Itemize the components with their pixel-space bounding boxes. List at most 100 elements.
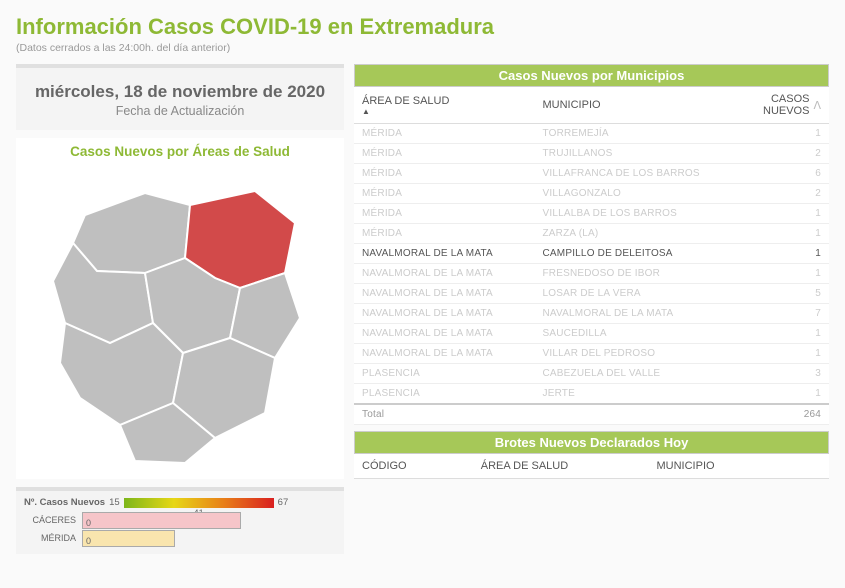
extremadura-map[interactable] (25, 163, 335, 473)
table-row[interactable]: PLASENCIACABEZUELA DEL VALLE3 (354, 364, 829, 384)
table-row[interactable]: MÉRIDAVILLAGONZALO2 (354, 184, 829, 204)
outbreaks-table-wrapper: Brotes Nuevos Declarados Hoy CÓDIGO ÁREA… (354, 431, 829, 479)
update-date: miércoles, 18 de noviembre de 2020 (24, 82, 336, 102)
map-title: Casos Nuevos por Áreas de Salud (22, 144, 338, 159)
legend-bar-track: 0 (82, 530, 336, 545)
legend-gradient-row: Nº. Casos Nuevos 15 41 67 (24, 497, 336, 508)
legend-bar-row: MÉRIDA 0 (24, 530, 336, 545)
cases-table-body: MÉRIDATORREMEJÍA1MÉRIDATRUJILLANOS2MÉRID… (354, 124, 829, 425)
scroll-up-icon[interactable]: ꓥ (813, 99, 821, 112)
right-column: Casos Nuevos por Municipios ÁREA DE SALU… (354, 64, 829, 554)
outbreaks-table-title: Brotes Nuevos Declarados Hoy (354, 431, 829, 454)
cell-casos: 3 (744, 364, 830, 384)
legend-bars: CÁCERES 0 MÉRIDA 0 (24, 512, 336, 545)
table-row[interactable]: NAVALMORAL DE LA MATAVILLAR DEL PEDROSO1 (354, 344, 829, 364)
date-panel: miércoles, 18 de noviembre de 2020 Fecha… (16, 64, 344, 130)
sort-asc-icon: ▲ (362, 107, 527, 116)
table-row[interactable]: NAVALMORAL DE LA MATANAVALMORAL DE LA MA… (354, 304, 829, 324)
legend-bar-fill: 0 (82, 512, 241, 529)
cell-casos: 5 (744, 284, 830, 304)
legend-label: Nº. Casos Nuevos (24, 497, 105, 508)
outbreaks-header-row: CÓDIGO ÁREA DE SALUD MUNICIPIO (354, 454, 829, 479)
col-area2[interactable]: ÁREA DE SALUD (473, 454, 649, 479)
table-total-row: Total 264 (354, 404, 829, 425)
left-column: miércoles, 18 de noviembre de 2020 Fecha… (16, 64, 344, 554)
col-municipio[interactable]: MUNICIPIO (535, 87, 744, 124)
cell-area: NAVALMORAL DE LA MATA (354, 304, 535, 324)
page-title: Información Casos COVID-19 en Extremadur… (16, 14, 829, 40)
table-row[interactable]: MÉRIDATORREMEJÍA1 (354, 124, 829, 144)
map-regions (53, 191, 300, 463)
cell-municipio: TRUJILLANOS (535, 144, 744, 164)
cell-municipio: VILLAGONZALO (535, 184, 744, 204)
page-subtitle: (Datos cerrados a las 24:00h. del día an… (16, 42, 829, 54)
cases-table-title: Casos Nuevos por Municipios (354, 64, 829, 87)
table-row[interactable]: NAVALMORAL DE LA MATASAUCEDILLA1 (354, 324, 829, 344)
cell-municipio: LOSAR DE LA VERA (535, 284, 744, 304)
cell-area: MÉRIDA (354, 204, 535, 224)
cell-municipio: ZARZA (LA) (535, 224, 744, 244)
col-codigo[interactable]: CÓDIGO (354, 454, 473, 479)
table-row[interactable]: MÉRIDAZARZA (LA)1 (354, 224, 829, 244)
cell-casos: 6 (744, 164, 830, 184)
col-area[interactable]: ÁREA DE SALUD ▲ (354, 87, 535, 124)
legend-min: 15 (109, 497, 120, 508)
cases-table-header-row: ÁREA DE SALUD ▲ MUNICIPIO CASOS NUEVOS ꓥ (354, 87, 829, 124)
cell-area: NAVALMORAL DE LA MATA (354, 244, 535, 264)
cell-municipio: TORREMEJÍA (535, 124, 744, 144)
cell-casos: 1 (744, 344, 830, 364)
legend-bar-label: CÁCERES (24, 515, 76, 525)
cell-municipio: VILLAFRANCA DE LOS BARROS (535, 164, 744, 184)
cell-casos: 1 (744, 324, 830, 344)
legend-bar-fill: 0 (82, 530, 175, 547)
legend-bar-track: 0 (82, 512, 336, 527)
legend-bar-label: MÉRIDA (24, 533, 76, 543)
update-date-label: Fecha de Actualización (24, 104, 336, 118)
dashboard-page: Información Casos COVID-19 en Extremadur… (0, 0, 845, 588)
total-label: Total (354, 404, 535, 425)
cell-area: NAVALMORAL DE LA MATA (354, 324, 535, 344)
cell-area: MÉRIDA (354, 184, 535, 204)
total-value: 264 (744, 404, 830, 425)
cell-casos: 1 (744, 224, 830, 244)
legend-bar-value: 0 (83, 536, 91, 546)
cell-area: NAVALMORAL DE LA MATA (354, 344, 535, 364)
region-nw[interactable] (73, 193, 190, 273)
cell-area: MÉRIDA (354, 224, 535, 244)
table-row[interactable]: PLASENCIAJERTE1 (354, 384, 829, 405)
table-row[interactable]: MÉRIDAVILLALBA DE LOS BARROS1 (354, 204, 829, 224)
cell-casos: 1 (744, 264, 830, 284)
table-row[interactable]: MÉRIDATRUJILLANOS2 (354, 144, 829, 164)
cell-casos: 1 (744, 244, 830, 264)
cell-municipio: VILLAR DEL PEDROSO (535, 344, 744, 364)
legend-bar-row: CÁCERES 0 (24, 512, 336, 527)
cell-area: MÉRIDA (354, 124, 535, 144)
cell-area: NAVALMORAL DE LA MATA (354, 264, 535, 284)
cell-municipio: JERTE (535, 384, 744, 405)
table-row[interactable]: NAVALMORAL DE LA MATALOSAR DE LA VERA5 (354, 284, 829, 304)
table-row[interactable]: NAVALMORAL DE LA MATACAMPILLO DE DELEITO… (354, 244, 829, 264)
cell-casos: 2 (744, 144, 830, 164)
cell-area: PLASENCIA (354, 364, 535, 384)
cell-municipio: CABEZUELA DEL VALLE (535, 364, 744, 384)
legend-gradient: 41 (124, 498, 274, 508)
legend-panel: Nº. Casos Nuevos 15 41 67 CÁCERES0MÉRIDA… (16, 487, 344, 554)
cell-area: MÉRIDA (354, 164, 535, 184)
cell-casos: 1 (744, 384, 830, 405)
map-panel: Casos Nuevos por Áreas de Salud (16, 138, 344, 479)
cell-casos: 7 (744, 304, 830, 324)
cell-area: PLASENCIA (354, 384, 535, 405)
columns: miércoles, 18 de noviembre de 2020 Fecha… (16, 64, 829, 554)
col-casos[interactable]: CASOS NUEVOS ꓥ (744, 87, 830, 124)
cell-area: NAVALMORAL DE LA MATA (354, 284, 535, 304)
table-row[interactable]: NAVALMORAL DE LA MATAFRESNEDOSO DE IBOR1 (354, 264, 829, 284)
outbreaks-table: CÓDIGO ÁREA DE SALUD MUNICIPIO (354, 454, 829, 479)
table-row[interactable]: MÉRIDAVILLAFRANCA DE LOS BARROS6 (354, 164, 829, 184)
cell-casos: 1 (744, 204, 830, 224)
cell-casos: 2 (744, 184, 830, 204)
cases-table: ÁREA DE SALUD ▲ MUNICIPIO CASOS NUEVOS ꓥ (354, 87, 829, 425)
col-municipio2[interactable]: MUNICIPIO (649, 454, 830, 479)
cell-municipio: SAUCEDILLA (535, 324, 744, 344)
cell-municipio: CAMPILLO DE DELEITOSA (535, 244, 744, 264)
cell-area: MÉRIDA (354, 144, 535, 164)
